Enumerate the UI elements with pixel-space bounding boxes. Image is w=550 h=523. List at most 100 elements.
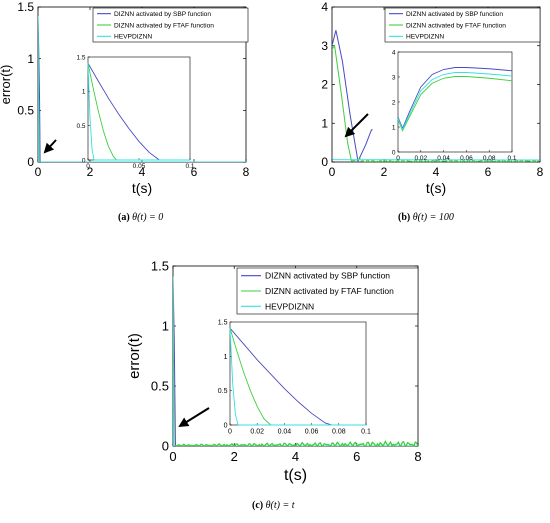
- x-tick-label: 2: [381, 165, 388, 179]
- caption-a-label: (a): [118, 212, 130, 223]
- y-tick-label: 0.5: [151, 379, 169, 394]
- caption-a: (a) θ(t) = 0: [118, 212, 163, 223]
- inset-x-tick-label: 0.06: [305, 429, 319, 436]
- inset-x-tick-label: 0: [86, 163, 90, 170]
- inset-x-tick-label: 0.04: [278, 429, 292, 436]
- y-axis-label: error(t): [0, 65, 13, 105]
- caption-c-label: (c): [252, 500, 264, 511]
- inset-y-tick-label: 3: [392, 74, 396, 81]
- x-tick-label: 0: [329, 165, 336, 179]
- legend-box: [236, 267, 419, 315]
- legend-entry: DIZNN activated by SBP function: [114, 11, 211, 18]
- x-tick-label: 0: [169, 449, 176, 464]
- inset-plot: 0 0.02 0.04 0.06 0.08 0.1 0 0.5 1 1.5: [218, 319, 371, 435]
- inset-y-tick-label: 4: [392, 49, 396, 56]
- legend-entry: DIZNN activated by FTAF function: [406, 22, 506, 29]
- caption-c-text: θ(t) = t: [265, 500, 295, 511]
- inset-series-line: [397, 72, 513, 131]
- chart-panel-c: 0 2 4 6 8 0 0.5 1 1.5 t(s) error(t) 0 0.02 0.04 0.06 0.…: [126, 259, 422, 484]
- caption-b-text: θ(t) = 100: [412, 212, 454, 223]
- inset-series-line: [397, 76, 513, 132]
- inset-series-line: [229, 328, 366, 426]
- inset-area: [87, 56, 191, 161]
- x-tick-label: 8: [243, 165, 250, 179]
- x-tick-label: 2: [87, 165, 94, 179]
- caption-c: (c) θ(t) = t: [252, 500, 295, 511]
- zoom-arrow: [344, 113, 369, 138]
- y-tick-label: 4: [321, 0, 328, 14]
- inset-series-line: [229, 327, 366, 426]
- x-axis-label: t(s): [132, 180, 152, 196]
- series-group: [332, 30, 540, 162]
- series-line: [332, 44, 361, 162]
- x-axis-label: t(s): [284, 467, 307, 484]
- inset-series-line: [397, 67, 513, 130]
- inset-series-line: [87, 63, 190, 161]
- inset-x-tick-label: 0.08: [483, 155, 496, 162]
- legend: DIZNN activated by SBP function DIZNN act…: [92, 7, 249, 43]
- legend-box: [92, 7, 249, 43]
- series-line: [173, 276, 418, 446]
- inset-y-tick-label: 0: [224, 422, 228, 429]
- inset-x-tick-label: 0.08: [332, 429, 346, 436]
- x-tick-label: 8: [414, 449, 421, 464]
- series-group: [173, 276, 418, 446]
- legend-box: [384, 7, 541, 43]
- inset-x-tick-label: 0: [396, 155, 400, 162]
- inset-y-tick-label: 1: [82, 89, 86, 96]
- legend-entry: HEVPDIZNN: [114, 34, 152, 41]
- x-tick-label: 4: [292, 449, 299, 464]
- x-tick-label: 0: [35, 165, 42, 179]
- legend: DIZNN activated by SBP function DIZNN act…: [384, 7, 541, 43]
- inset-y-tick-label: 0: [392, 149, 396, 156]
- caption-a-text: θ(t) = 0: [132, 212, 164, 223]
- inset-x-tick-label: 0.1: [507, 155, 516, 162]
- legend-entry: DIZNN activated by SBP function: [406, 11, 503, 18]
- inset-y-tick-label: 0: [82, 157, 86, 164]
- x-tick-label: 4: [139, 165, 146, 179]
- caption-b-label: (b): [398, 212, 411, 223]
- zoom-arrow: [178, 407, 210, 428]
- legend-entry: DIZNN activated by FTAF function: [265, 286, 394, 296]
- inset-plot: 0 0.02 0.04 0.06 0.08 0.1 0 1 2 3 4: [392, 49, 517, 162]
- inset-series-line: [229, 328, 366, 426]
- inset-y-tick-label: 0.5: [76, 123, 85, 130]
- inset-area: [229, 321, 367, 426]
- inset-plot: 0 0.05 0.1 0 0.5 1 1.5: [76, 54, 194, 170]
- inset-x-tick-label: 0.05: [133, 163, 146, 170]
- x-tick-label: 6: [353, 449, 360, 464]
- x-tick-label: 6: [485, 165, 492, 179]
- ftaf-residual-noise: [175, 440, 418, 446]
- legend-entry: HEVPDIZNN: [406, 34, 444, 41]
- inset-series-line: [87, 63, 190, 161]
- x-tick-label: 6: [191, 165, 198, 179]
- inset-x-tick-label: 0.1: [361, 429, 371, 436]
- y-tick-label: 1: [27, 52, 34, 66]
- y-tick-label: 1: [321, 116, 328, 130]
- inset-y-tick-label: 1: [224, 354, 228, 361]
- inset-series-line: [87, 62, 190, 161]
- inset-y-tick-label: 1.5: [76, 54, 85, 61]
- y-tick-label: 1.5: [17, 0, 34, 14]
- inset-y-tick-label: 1: [392, 124, 396, 131]
- caption-b: (b) θ(t) = 100: [398, 212, 454, 223]
- ftaf-residual-noise: [360, 159, 539, 162]
- chart-panel-a: 0 2 4 6 800.511.5t(s)error(t)0 0.05 0.100.511.…: [0, 0, 250, 196]
- legend-entry: HEVPDIZNN: [265, 301, 314, 311]
- series-line: [332, 30, 373, 162]
- inset-y-tick-label: 2: [392, 99, 396, 106]
- y-tick-label: 2: [321, 78, 328, 92]
- inset-x-tick-label: 0.04: [437, 155, 450, 162]
- inset-x-tick-label: 0.02: [250, 429, 264, 436]
- series-line: [332, 157, 540, 161]
- zoom-arrow: [43, 139, 57, 154]
- y-tick-label: 0: [162, 439, 169, 454]
- y-tick-label: 0.5: [17, 104, 34, 118]
- y-tick-label: 3: [321, 39, 328, 53]
- y-tick-label: 0: [27, 155, 34, 169]
- x-axis-label: t(s): [426, 180, 446, 196]
- inset-x-tick-label: 0.06: [460, 155, 473, 162]
- series-line: [38, 16, 246, 162]
